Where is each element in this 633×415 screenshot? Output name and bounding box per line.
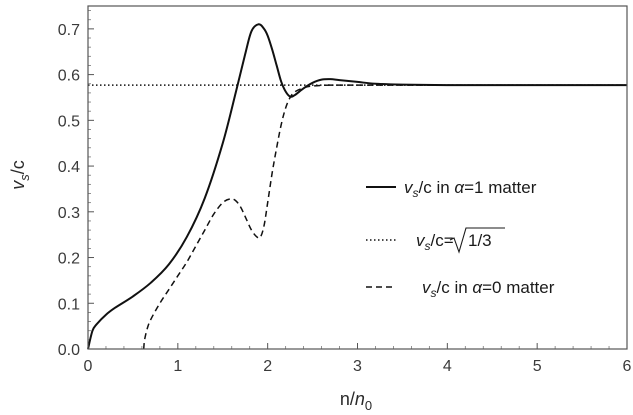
- series-line-alpha1: [88, 24, 627, 349]
- tick-marks: [88, 11, 627, 349]
- y-axis-title: vs/c: [8, 160, 32, 190]
- legend: vs/c in α=1 matter vs/c= 1/3 vs/c in α=0…: [366, 178, 555, 300]
- tick-labels: 0 1 2 3 4 5 6 0.0 0.1 0.2 0.3 0.4 0.5 0.6 0.7: [58, 22, 632, 375]
- x-tick-label: 3: [353, 358, 362, 375]
- y-tick-label: 0.5: [58, 113, 80, 130]
- legend-label-conformal: vs/c= 1/3: [416, 228, 505, 253]
- legend-label-alpha1: vs/c in α=1 matter: [404, 178, 537, 200]
- x-tick-label: 4: [443, 358, 452, 375]
- y-tick-label: 0.2: [58, 251, 80, 268]
- x-axis-title: n/n0: [340, 389, 372, 413]
- series-lines: [88, 24, 627, 349]
- y-tick-label: 0.3: [58, 205, 80, 222]
- x-tick-label: 0: [84, 358, 93, 375]
- x-tick-label: 6: [623, 358, 632, 375]
- y-tick-label: 0.4: [58, 159, 80, 176]
- svg-text:vs/c=: vs/c=: [416, 231, 454, 253]
- y-tick-label: 0.1: [58, 296, 80, 313]
- svg-text:1/3: 1/3: [468, 231, 492, 250]
- y-tick-label: 0.6: [58, 68, 80, 85]
- y-tick-label: 0.0: [58, 342, 80, 359]
- series-line-alpha0: [144, 85, 627, 349]
- x-tick-label: 1: [173, 358, 182, 375]
- y-tick-label: 0.7: [58, 22, 80, 39]
- x-tick-label: 5: [533, 358, 542, 375]
- x-tick-label: 2: [263, 358, 272, 375]
- legend-label-alpha0: vs/c in α=0 matter: [422, 278, 555, 300]
- plot-frame: [88, 6, 627, 349]
